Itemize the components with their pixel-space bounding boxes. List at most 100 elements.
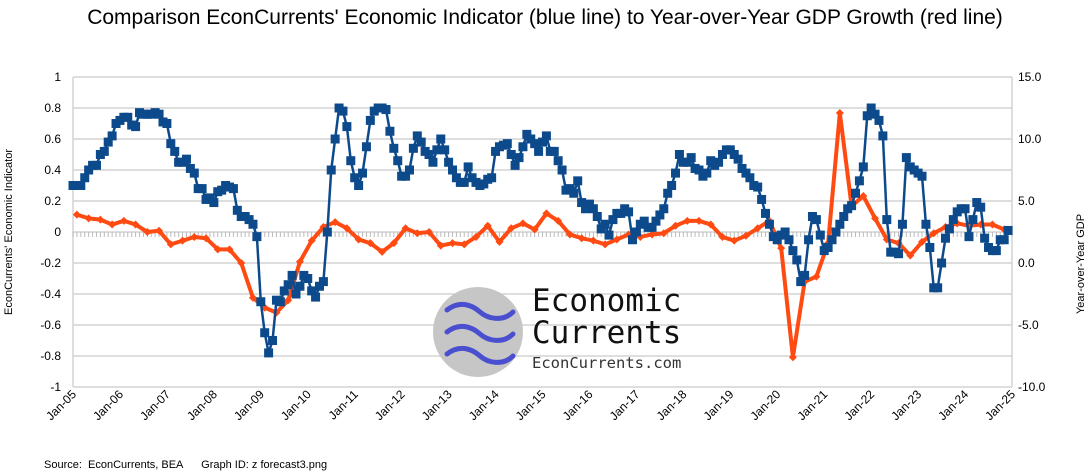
indicator-point bbox=[510, 160, 520, 170]
indicator-point bbox=[651, 216, 661, 226]
indicator-point bbox=[283, 280, 293, 290]
indicator-point bbox=[577, 198, 587, 208]
indicator-point bbox=[980, 233, 990, 243]
gdp-point bbox=[202, 234, 211, 243]
logo-wave-icon bbox=[444, 301, 516, 321]
x-tick-label: Jan-06 bbox=[90, 387, 126, 423]
indicator-point bbox=[358, 168, 368, 178]
indicator-point bbox=[354, 181, 364, 190]
gdp-point bbox=[530, 225, 539, 234]
indicator-point bbox=[592, 212, 602, 221]
right-axis-label: Year-over-Year GDP bbox=[1075, 214, 1087, 314]
gdp-point bbox=[918, 237, 927, 246]
indicator-point bbox=[107, 131, 117, 141]
indicator-point bbox=[972, 198, 982, 208]
indicator-point bbox=[260, 328, 270, 338]
indicator-point bbox=[479, 179, 489, 189]
indicator-point bbox=[252, 232, 262, 242]
indicator-point bbox=[244, 215, 254, 225]
gdp-point bbox=[307, 236, 316, 245]
indicator-point bbox=[878, 131, 888, 141]
indicator-point bbox=[627, 235, 637, 245]
indicator-point bbox=[600, 219, 610, 229]
indicator-point bbox=[804, 235, 814, 245]
indicator-point bbox=[667, 181, 677, 190]
indicator-point bbox=[506, 150, 516, 159]
indicator-point bbox=[854, 176, 864, 186]
indicator-point bbox=[440, 145, 450, 155]
footer: Source: EconCurrents, BEA Graph ID: z fo… bbox=[44, 459, 327, 471]
gdp-point bbox=[577, 234, 586, 243]
indicator-point bbox=[686, 153, 696, 163]
indicator-point bbox=[389, 143, 399, 153]
right-tick-label: 0.0 bbox=[1018, 256, 1035, 270]
indicator-point bbox=[741, 168, 751, 178]
gdp-point bbox=[777, 244, 786, 253]
indicator-point bbox=[232, 205, 242, 215]
indicator-point bbox=[784, 235, 794, 245]
indicator-point bbox=[874, 115, 884, 125]
indicator-point bbox=[788, 246, 798, 256]
indicator-point bbox=[162, 119, 172, 128]
indicator-point bbox=[463, 162, 473, 172]
x-tick-label: Jan-09 bbox=[231, 387, 267, 423]
indicator-point bbox=[835, 219, 845, 229]
indicator-point bbox=[1003, 225, 1013, 235]
indicator-point bbox=[780, 227, 790, 237]
gdp-point bbox=[295, 257, 304, 266]
indicator-point bbox=[729, 150, 739, 159]
indicator-point bbox=[792, 255, 802, 265]
gdp-point bbox=[237, 259, 246, 267]
indicator-point bbox=[491, 146, 501, 156]
indicator-point bbox=[451, 173, 461, 183]
zero-axis bbox=[72, 231, 1013, 237]
gdp-point bbox=[378, 247, 387, 256]
gdp-point bbox=[119, 216, 128, 225]
x-tick-label: Jan-16 bbox=[560, 387, 596, 423]
gdp-point bbox=[448, 239, 457, 248]
indicator-point bbox=[264, 348, 274, 358]
indicator-point bbox=[385, 126, 395, 136]
gdp-point bbox=[706, 220, 715, 229]
gdp-point bbox=[753, 224, 762, 233]
indicator-point bbox=[549, 146, 559, 156]
indicator-point bbox=[866, 103, 876, 113]
gdp-point bbox=[366, 239, 375, 248]
x-tick-label: Jan-13 bbox=[419, 387, 455, 423]
indicator-point bbox=[588, 204, 598, 214]
indicator-point bbox=[553, 156, 563, 166]
indicator-point bbox=[757, 194, 767, 204]
gdp-point bbox=[835, 108, 844, 117]
gdp-point bbox=[401, 224, 410, 233]
logo-line1: Economic bbox=[532, 283, 681, 319]
indicator-point bbox=[663, 188, 673, 198]
indicator-point bbox=[487, 173, 497, 183]
indicator-point bbox=[444, 157, 454, 167]
indicator-point bbox=[917, 171, 927, 181]
indicator-point bbox=[717, 150, 727, 159]
indicator-point bbox=[287, 270, 297, 280]
indicator-point bbox=[538, 137, 547, 147]
indicator-point bbox=[209, 198, 219, 208]
indicator-point bbox=[541, 131, 551, 141]
x-tick-label: Jan-23 bbox=[888, 387, 924, 423]
indicator-point bbox=[197, 184, 207, 194]
indicator-point bbox=[326, 165, 336, 175]
x-tick-label: Jan-05 bbox=[43, 387, 79, 423]
indicator-point bbox=[467, 173, 477, 183]
indicator-point bbox=[596, 224, 606, 234]
x-tick-label: Jan-14 bbox=[466, 387, 502, 423]
indicator-point bbox=[882, 215, 892, 225]
gdp-point bbox=[554, 216, 563, 225]
left-tick-label: 0.6 bbox=[44, 132, 61, 146]
indicator-point bbox=[314, 281, 324, 291]
indicator-point bbox=[330, 134, 340, 144]
indicator-point bbox=[131, 122, 141, 132]
indicator-point bbox=[84, 165, 94, 175]
indicator-point bbox=[338, 106, 348, 116]
gdp-point bbox=[178, 236, 187, 245]
indicator-point bbox=[815, 230, 825, 240]
indicator-point bbox=[217, 185, 227, 195]
indicator-point bbox=[365, 115, 375, 125]
gdp-point bbox=[190, 232, 199, 241]
